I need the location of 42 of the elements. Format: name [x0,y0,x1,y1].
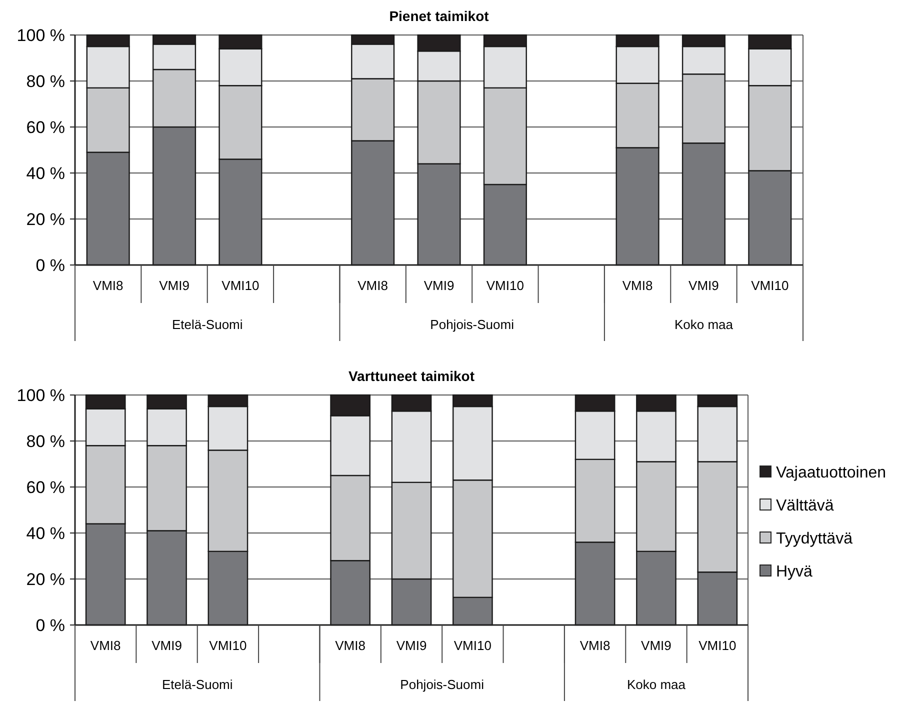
chart-title: Pienet taimikot [389,8,490,24]
x-tick-label: VMI8 [90,638,121,653]
chart-title: Varttuneet taimikot [348,368,475,384]
y-tick-label: 0 % [36,256,65,275]
x-tick-label: VMI10 [222,278,260,293]
text: Etelä-Suomi [162,677,233,692]
legend-label: Vajaatuottoinen [776,464,886,482]
legend-label: Hyvä [776,564,813,581]
x-tick-label: VMI9 [159,278,190,293]
y-tick-label: 60 % [26,118,65,137]
x-tick-label: VMI8 [335,638,366,653]
text: Koko maa [626,677,686,692]
x-tick-label: VMI9 [641,638,672,653]
x-tick-label: VMI9 [688,278,719,293]
y-tick-label: 20 % [26,570,65,589]
x-tick-label: VMI10 [698,638,736,653]
text: Pohjois-Suomi [430,317,514,332]
x-tick-label: VMI8 [92,278,124,293]
x-tick-label: VMI10 [486,278,524,293]
y-tick-label: 20 % [26,210,65,229]
y-tick-label: 80 % [26,432,65,451]
y-tick-label: 100 % [16,386,65,405]
y-tick-label: 40 % [26,524,65,543]
legend-label: Välttävä [776,498,834,515]
y-tick-label: 40 % [26,164,65,183]
y-tick-label: 0 % [36,616,65,635]
legend-label: Tyydyttävä [776,530,853,548]
y-tick-label: 100 % [16,26,65,45]
x-tick-label: VMI10 [209,638,247,653]
x-tick-label: VMI9 [396,638,427,653]
x-tick-label: VMI10 [454,638,492,653]
text: Pohjois-Suomi [400,677,484,692]
x-tick-label: VMI8 [358,278,388,293]
x-tick-label: VMI10 [751,278,789,293]
y-tick-label: 60 % [26,478,65,497]
x-tick-label: VMI9 [424,278,454,293]
x-tick-label: VMI8 [580,638,610,653]
x-tick-label: VMI9 [152,638,182,653]
text: Koko maa [674,317,734,332]
text: Etelä-Suomi [172,317,243,332]
x-tick-label: VMI8 [622,278,653,293]
y-tick-label: 80 % [26,72,65,91]
